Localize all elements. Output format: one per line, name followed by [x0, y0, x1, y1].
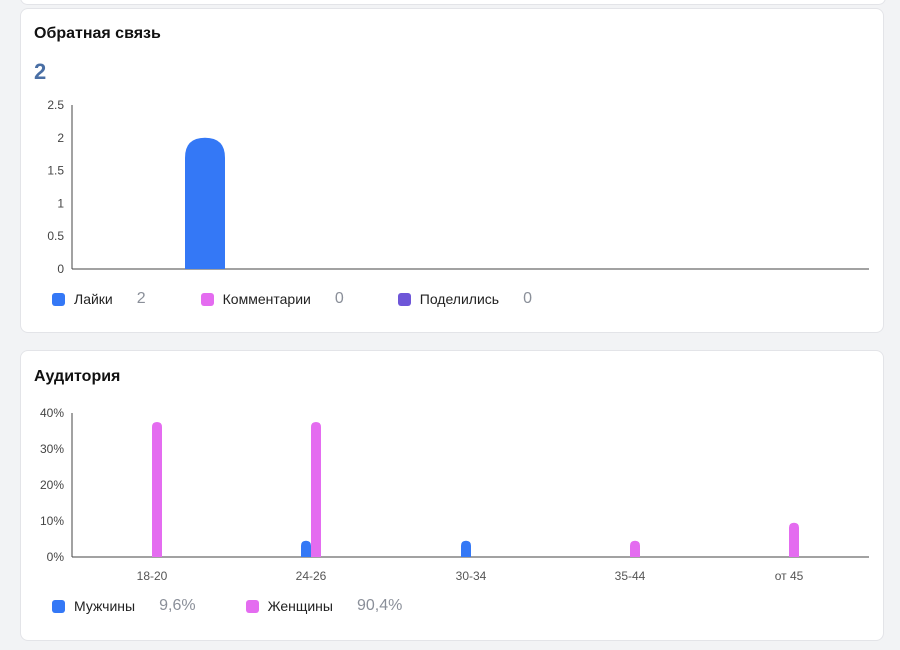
bar-Женщины-3 [630, 540, 640, 557]
audience-card: Аудитория [20, 350, 884, 641]
audience-title: Аудитория [34, 368, 121, 385]
feedback-card: Обратная связь 2 [20, 8, 884, 333]
legend-item-comments[interactable]: Комментарии 0 [200, 290, 344, 308]
bar-0 [185, 137, 225, 269]
y-tick-label: 1 [57, 196, 64, 210]
x-tick-label: 30-34 [456, 569, 487, 583]
men-swatch [52, 599, 65, 613]
y-tick-label: 1.5 [47, 164, 64, 178]
legend-label: Лайки [74, 291, 113, 307]
comments-swatch [200, 292, 214, 306]
legend-label: Женщины [267, 598, 333, 614]
x-tick-label: 35-44 [615, 569, 646, 583]
bar-Женщины-4 [789, 522, 799, 557]
shares-swatch [397, 292, 411, 306]
x-tick-label: 18-20 [137, 569, 168, 583]
y-tick-label: 30% [40, 442, 64, 456]
legend-value: 2 [136, 290, 146, 307]
legend-item-women[interactable]: Женщины 90,4% [245, 597, 403, 615]
legend-item-shares[interactable]: Поделились 0 [397, 290, 532, 308]
bar-Женщины-0 [152, 422, 162, 557]
y-tick-label: 2 [57, 131, 64, 145]
x-tick-label: от 45 [775, 569, 804, 583]
legend-label: Поделились [419, 291, 500, 307]
feedback-title: Обратная связь [34, 25, 161, 42]
feedback-legend: Лайки 2 Комментарии 0 Поделились 0 [52, 290, 532, 308]
legend-value: 9,6% [159, 597, 196, 614]
legend-item-men[interactable]: Мужчины 9,6% [52, 597, 196, 615]
audience-legend: Мужчины 9,6% Женщины 90,4% [52, 597, 402, 615]
legend-value: 0 [523, 290, 532, 307]
y-tick-label: 40% [40, 406, 64, 420]
y-tick-label: 0.5 [47, 229, 64, 243]
y-tick-label: 0% [47, 550, 65, 564]
bar-Женщины-1 [311, 422, 321, 557]
legend-value: 90,4% [356, 597, 403, 614]
legend-value: 0 [334, 290, 344, 307]
y-tick-label: 2.5 [47, 98, 64, 112]
y-tick-label: 0 [57, 262, 64, 276]
bar-Мужчины-2 [461, 540, 471, 557]
y-tick-label: 20% [40, 478, 64, 492]
likes-swatch [52, 292, 65, 306]
legend-label: Мужчины [74, 598, 136, 614]
legend-label: Комментарии [222, 291, 311, 307]
feedback-total: 2 [34, 59, 47, 84]
women-swatch [245, 599, 259, 613]
x-tick-label: 24-26 [296, 569, 327, 583]
bar-Мужчины-1 [301, 540, 311, 557]
legend-item-likes[interactable]: Лайки 2 [52, 290, 146, 308]
y-tick-label: 10% [40, 514, 64, 528]
